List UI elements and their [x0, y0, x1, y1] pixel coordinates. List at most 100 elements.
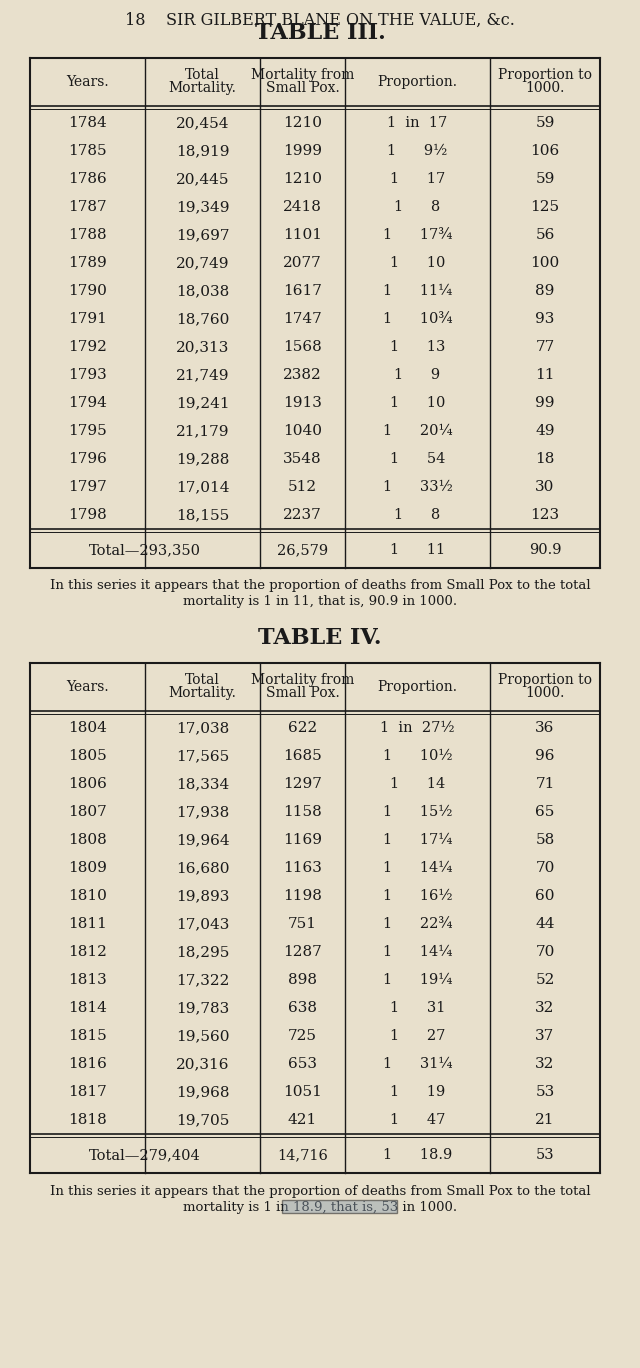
Text: mortality is 1 in 18.9, that is, 53 in 1000.: mortality is 1 in 18.9, that is, 53 in 1… — [183, 1201, 457, 1213]
Text: 1      31¼: 1 31¼ — [383, 1057, 452, 1071]
Text: 653: 653 — [288, 1057, 317, 1071]
Text: 2077: 2077 — [283, 256, 322, 269]
Text: 725: 725 — [288, 1029, 317, 1042]
Text: 17,565: 17,565 — [176, 750, 229, 763]
Text: 638: 638 — [288, 1001, 317, 1015]
Text: 49: 49 — [535, 424, 555, 438]
Text: 58: 58 — [536, 833, 555, 847]
Text: 77: 77 — [536, 341, 555, 354]
Text: 96: 96 — [535, 750, 555, 763]
Text: 1040: 1040 — [283, 424, 322, 438]
Text: 1287: 1287 — [283, 945, 322, 959]
Text: 1817: 1817 — [68, 1085, 107, 1099]
Text: 1      9½: 1 9½ — [387, 144, 447, 157]
Text: Small Pox.: Small Pox. — [266, 81, 339, 94]
Text: 1      20¼: 1 20¼ — [383, 424, 452, 438]
Text: 1      14¼: 1 14¼ — [383, 945, 452, 959]
Text: 19,893: 19,893 — [176, 889, 229, 903]
Text: 1813: 1813 — [68, 973, 107, 986]
Text: 2418: 2418 — [283, 200, 322, 213]
Text: 1  in  17: 1 in 17 — [387, 116, 447, 130]
Text: 19,560: 19,560 — [176, 1029, 229, 1042]
Text: 20,445: 20,445 — [176, 172, 229, 186]
Text: 36: 36 — [535, 721, 555, 735]
Text: 622: 622 — [288, 721, 317, 735]
Text: 1786: 1786 — [68, 172, 107, 186]
Text: 1      27: 1 27 — [390, 1029, 445, 1042]
Text: Mortality.: Mortality. — [168, 81, 236, 94]
Text: 1      10: 1 10 — [390, 395, 445, 410]
Text: 37: 37 — [536, 1029, 555, 1042]
Text: 17,322: 17,322 — [176, 973, 229, 986]
Text: 1      10¾: 1 10¾ — [383, 312, 452, 326]
Text: 1210: 1210 — [283, 172, 322, 186]
Text: 18,295: 18,295 — [176, 945, 229, 959]
Text: 1810: 1810 — [68, 889, 107, 903]
Text: 1790: 1790 — [68, 285, 107, 298]
Text: 1617: 1617 — [283, 285, 322, 298]
Text: TABLE IV.: TABLE IV. — [259, 627, 381, 648]
Text: 1      17¼: 1 17¼ — [383, 833, 452, 847]
Text: Proportion to: Proportion to — [498, 673, 592, 687]
Text: 1812: 1812 — [68, 945, 107, 959]
Text: 18,155: 18,155 — [176, 508, 229, 523]
Text: 2237: 2237 — [283, 508, 322, 523]
Text: 70: 70 — [535, 945, 555, 959]
Text: 1805: 1805 — [68, 750, 107, 763]
Text: 19,288: 19,288 — [176, 451, 229, 466]
Text: 1814: 1814 — [68, 1001, 107, 1015]
Text: 1811: 1811 — [68, 917, 107, 932]
Text: 56: 56 — [535, 228, 555, 242]
Text: 123: 123 — [531, 508, 559, 523]
Text: 1568: 1568 — [283, 341, 322, 354]
Text: 65: 65 — [535, 804, 555, 819]
Text: 21,749: 21,749 — [176, 368, 229, 382]
Text: 19,349: 19,349 — [176, 200, 229, 213]
Text: 19,964: 19,964 — [176, 833, 229, 847]
Text: 1685: 1685 — [283, 750, 322, 763]
Text: 26,579: 26,579 — [277, 543, 328, 557]
Text: 1784: 1784 — [68, 116, 107, 130]
Text: 19,697: 19,697 — [176, 228, 229, 242]
Text: 1      54: 1 54 — [390, 451, 445, 466]
Text: 32: 32 — [535, 1057, 555, 1071]
Text: 1787: 1787 — [68, 200, 107, 213]
Text: 898: 898 — [288, 973, 317, 986]
Text: 1747: 1747 — [283, 312, 322, 326]
Text: 11: 11 — [535, 368, 555, 382]
Text: 70: 70 — [535, 860, 555, 876]
Text: 1      16½: 1 16½ — [383, 889, 452, 903]
Text: 1913: 1913 — [283, 395, 322, 410]
Text: 1      31: 1 31 — [390, 1001, 445, 1015]
Text: 17,014: 17,014 — [176, 480, 229, 494]
Text: 1      47: 1 47 — [390, 1114, 445, 1127]
Text: 1785: 1785 — [68, 144, 107, 157]
Text: 21: 21 — [535, 1114, 555, 1127]
Text: 1999: 1999 — [283, 144, 322, 157]
Text: 1      22¾: 1 22¾ — [383, 917, 452, 932]
Text: 93: 93 — [535, 312, 555, 326]
Text: 17,938: 17,938 — [176, 804, 229, 819]
Text: Proportion to: Proportion to — [498, 68, 592, 82]
Text: 32: 32 — [535, 1001, 555, 1015]
Text: 60: 60 — [535, 889, 555, 903]
Text: 751: 751 — [288, 917, 317, 932]
Text: 1      14¼: 1 14¼ — [383, 860, 452, 876]
Text: Years.: Years. — [66, 75, 109, 89]
Text: 1169: 1169 — [283, 833, 322, 847]
Text: Small Pox.: Small Pox. — [266, 685, 339, 700]
Text: 1808: 1808 — [68, 833, 107, 847]
Text: 59: 59 — [535, 116, 555, 130]
Text: 59: 59 — [535, 172, 555, 186]
Text: 18    SIR GILBERT BLANE ON THE VALUE, &c.: 18 SIR GILBERT BLANE ON THE VALUE, &c. — [125, 11, 515, 29]
Text: 1      17¾: 1 17¾ — [383, 228, 452, 242]
Text: 100: 100 — [531, 256, 559, 269]
Text: 1795: 1795 — [68, 424, 107, 438]
Text: 16,680: 16,680 — [176, 860, 229, 876]
Text: 1794: 1794 — [68, 395, 107, 410]
Text: 19,968: 19,968 — [176, 1085, 229, 1099]
Text: 18,038: 18,038 — [176, 285, 229, 298]
Text: 1      18.9: 1 18.9 — [383, 1148, 452, 1161]
Text: 1      19¼: 1 19¼ — [383, 973, 452, 986]
Text: 1798: 1798 — [68, 508, 107, 523]
